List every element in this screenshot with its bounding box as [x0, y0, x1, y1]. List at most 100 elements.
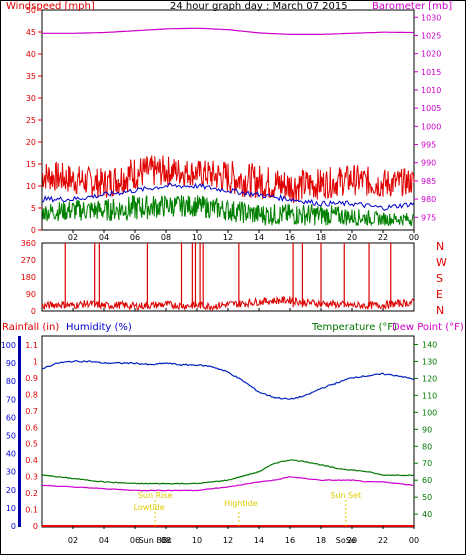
rain-tick-label: 0.1	[25, 506, 38, 515]
humidity-tick-label: 30	[6, 468, 16, 477]
x-tick-label: 04	[99, 536, 109, 545]
chart-title: 24 hour graph day : March 07 2015	[170, 1, 348, 12]
x-tick-label: 16	[285, 536, 295, 545]
baro-tick-label: 980	[421, 195, 436, 204]
rain-tick-label: 1.1	[25, 341, 38, 350]
lowtide-label: Lowtide	[134, 503, 165, 512]
x-tick-label: 22	[378, 233, 388, 242]
humidity-tick-label: 80	[6, 377, 16, 386]
rain-tick-label: 0.9	[25, 374, 38, 383]
humidity-tick-label: 100	[1, 341, 16, 350]
wind-tick-label: 50	[26, 6, 36, 15]
wind-tick-label: 0	[31, 226, 36, 235]
compass-label: W	[436, 256, 447, 269]
wind-direction-line	[41, 295, 415, 312]
wind-tick-label: 35	[26, 72, 36, 81]
x-tick-label: 16	[285, 233, 295, 242]
rain-tick-label: 0.7	[25, 407, 38, 416]
x-tick-label: 00	[409, 233, 419, 242]
humidity-tick-label: 20	[6, 486, 16, 495]
humidity-tick-label: 90	[6, 359, 16, 368]
x-tick-label: 08	[161, 233, 171, 242]
compass-label: S	[436, 272, 443, 285]
rainfall-label: Rainfall (in)	[2, 322, 59, 333]
wind-tick-label: 20	[26, 138, 36, 147]
temp-tick-label: 100	[422, 408, 437, 417]
temperature-label: Temperature (°F)	[311, 322, 397, 333]
temp-tick-label: 110	[422, 391, 437, 400]
direction-tick-label: 180	[21, 273, 36, 282]
x-tick-label: 10	[192, 536, 202, 545]
wind-tick-label: 45	[26, 28, 36, 37]
humidity-tick-label: 0	[11, 522, 16, 531]
temp-tick-label: 120	[422, 374, 437, 383]
wind-average-line	[41, 182, 415, 212]
x-tick-label: 14	[254, 233, 264, 242]
rain-tick-label: 0.3	[25, 473, 38, 482]
direction-tick-label: 270	[21, 256, 36, 265]
x-tick-label: 02	[68, 536, 78, 545]
baro-tick-label: 1015	[421, 68, 441, 77]
x-tick-label: 14	[254, 536, 264, 545]
dewpoint-line	[41, 476, 415, 492]
humidity-line	[42, 359, 415, 400]
temp-tick-label: 40	[422, 510, 432, 519]
compass-label: E	[436, 288, 443, 301]
sun-bottom-label: Sun BBc	[139, 536, 172, 545]
sunset-bottom-label: SoSe	[336, 536, 356, 545]
panel2-frame	[41, 242, 415, 312]
x-tick-label: 22	[378, 536, 388, 545]
windspeed-label: Windspeed [mph]	[6, 1, 95, 12]
wind-tick-label: 15	[26, 160, 36, 169]
barometer-label: Barometer [mb]	[372, 1, 452, 12]
wind-tick-label: 10	[26, 182, 36, 191]
humidity-tick-label: 60	[6, 413, 16, 422]
temp-tick-label: 70	[422, 459, 432, 468]
x-tick-label: 12	[223, 536, 233, 545]
wind-tick-label: 25	[26, 116, 36, 125]
humidity-label: Humidity (%)	[66, 322, 132, 333]
humidity-tick-label: 40	[6, 450, 16, 459]
sunrise-label: Sun Rise	[138, 491, 173, 500]
wind-tick-label: 30	[26, 94, 36, 103]
wind-gust-line	[41, 155, 415, 204]
temp-tick-label: 50	[422, 493, 432, 502]
wind-tick-label: 40	[26, 50, 36, 59]
compass-label: N	[436, 304, 444, 317]
rain-tick-label: 0	[33, 522, 38, 531]
temp-tick-label: 90	[422, 425, 432, 434]
rain-tick-label: 1	[33, 357, 38, 366]
x-tick-label: 10	[192, 233, 202, 242]
temp-tick-label: 60	[422, 476, 432, 485]
x-tick-label: 18	[316, 233, 326, 242]
humidity-tick-label: 10	[6, 504, 16, 513]
x-tick-label: 08	[161, 536, 171, 545]
x-tick-label: 02	[68, 233, 78, 242]
x-tick-label: 06	[130, 536, 140, 545]
compass-label: N	[436, 240, 444, 253]
baro-tick-label: 1010	[421, 86, 441, 95]
x-tick-label: 12	[223, 233, 233, 242]
sunset-label: Sun Set	[330, 491, 361, 500]
humidity-axis-bar	[18, 336, 21, 527]
x-tick-label: 04	[99, 233, 109, 242]
x-tick-label: 18	[316, 536, 326, 545]
baro-tick-label: 1025	[421, 31, 441, 40]
rain-tick-label: 0.6	[25, 423, 38, 432]
humidity-tick-label: 50	[6, 432, 16, 441]
x-tick-label: 20	[347, 233, 357, 242]
wind-low-line	[41, 194, 415, 227]
baro-tick-label: 975	[421, 213, 436, 222]
temp-tick-label: 130	[422, 357, 437, 366]
baro-tick-label: 1000	[421, 122, 441, 131]
wind-tick-label: 5	[31, 204, 36, 213]
humidity-tick-label: 70	[6, 395, 16, 404]
temperature-line	[41, 459, 415, 485]
direction-tick-label: 90	[26, 290, 36, 299]
rain-tick-label: 0.4	[25, 456, 38, 465]
x-tick-label: 06	[130, 233, 140, 242]
x-tick-label: 00	[409, 536, 419, 545]
rain-tick-label: 0.5	[25, 440, 38, 449]
